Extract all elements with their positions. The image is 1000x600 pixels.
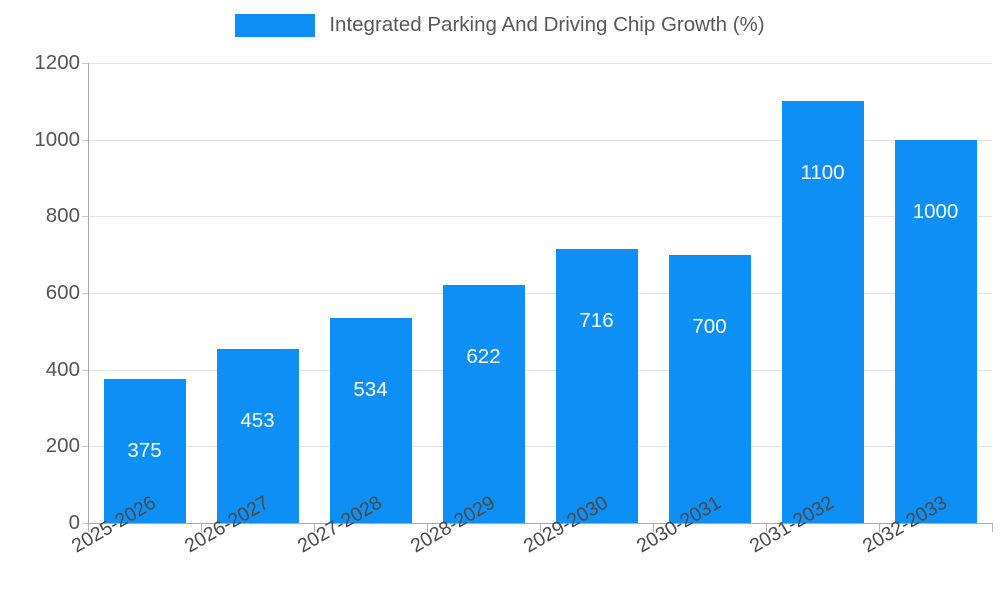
bar-value-label: 375 <box>127 439 162 463</box>
x-axis-tick-mark <box>427 523 428 532</box>
gridline-y <box>88 369 992 371</box>
y-axis-tick-label: 0 <box>68 510 80 534</box>
y-axis-tick-label: 600 <box>45 280 80 304</box>
bar[interactable] <box>668 254 751 523</box>
bar-value-label: 1100 <box>800 161 845 185</box>
legend-item-0[interactable]: Integrated Parking And Driving Chip Grow… <box>235 13 765 37</box>
gridline-y <box>88 293 992 294</box>
x-axis-tick-mark <box>540 523 541 532</box>
plot-area: 375 453 534 622 716 700 1100 1000 <box>82 63 992 524</box>
y-axis-tick-mark <box>82 139 88 141</box>
x-axis-tick-mark <box>992 523 993 532</box>
bar[interactable] <box>555 248 638 523</box>
bar[interactable] <box>781 101 864 523</box>
x-axis-tick-mark <box>201 523 202 532</box>
y-axis-tick-label: 800 <box>45 204 80 228</box>
y-axis-tick-mark <box>82 369 88 371</box>
chart-legend: Integrated Parking And Driving Chip Grow… <box>0 14 1000 37</box>
y-axis-tick-label: 1000 <box>34 127 80 151</box>
x-axis-tick-mark <box>766 523 767 532</box>
bar[interactable] <box>442 284 525 523</box>
gridline-y <box>88 63 992 64</box>
x-axis-tick-mark <box>314 523 315 532</box>
y-axis-line <box>88 63 89 524</box>
y-axis-tick-mark <box>82 446 88 448</box>
gridline-y <box>88 139 992 141</box>
bar[interactable] <box>329 318 412 523</box>
bar[interactable] <box>894 139 977 523</box>
x-axis-tick-mark <box>88 523 89 532</box>
bar[interactable] <box>216 349 299 523</box>
y-axis-tick-mark <box>82 63 88 64</box>
y-axis-tick-label: 1200 <box>34 50 80 74</box>
bar-value-label: 534 <box>353 378 388 402</box>
x-axis-tick-mark <box>879 523 880 532</box>
bar-value-label: 453 <box>240 409 275 433</box>
y-axis-tick-label: 200 <box>45 434 80 458</box>
bar[interactable] <box>103 379 186 523</box>
x-axis-tick-mark <box>653 523 654 532</box>
bar-value-label: 1000 <box>912 199 959 223</box>
y-axis-tick-mark <box>82 216 88 218</box>
y-axis-tick-mark <box>82 293 88 294</box>
y-axis-tick-mark <box>82 523 88 524</box>
gridline-y <box>88 216 992 218</box>
y-axis-tick-label: 400 <box>45 357 80 381</box>
legend-color-swatch-icon <box>235 14 316 37</box>
bar-value-label: 700 <box>692 314 727 338</box>
bar-value-label: 716 <box>579 308 614 332</box>
legend-item-label: Integrated Parking And Driving Chip Grow… <box>329 13 765 37</box>
bar-value-label: 622 <box>466 344 501 368</box>
gridline-y <box>88 446 992 448</box>
